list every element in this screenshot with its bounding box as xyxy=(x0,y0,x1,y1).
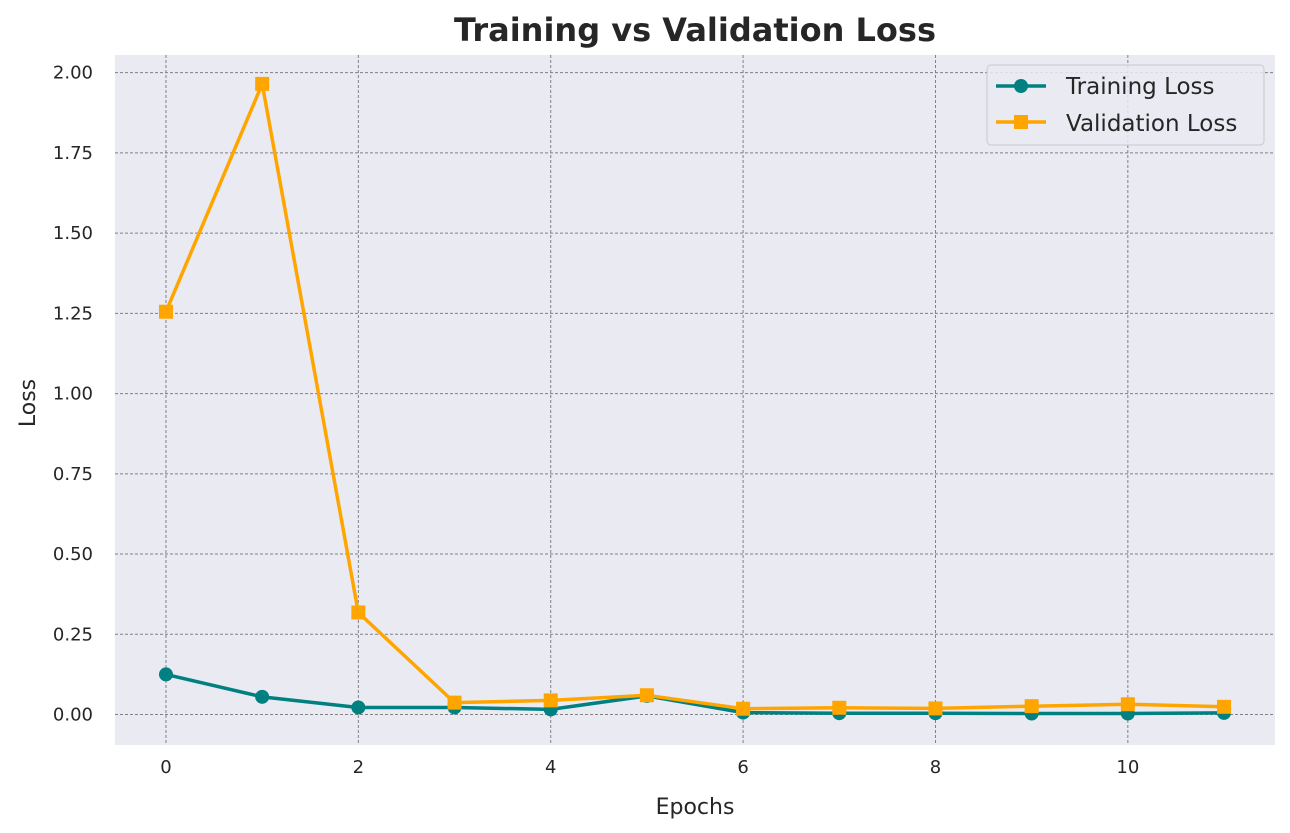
x-tick-label: 2 xyxy=(353,757,364,778)
y-tick-label: 0.75 xyxy=(53,464,93,485)
y-tick-label: 0.25 xyxy=(53,624,93,645)
data-series xyxy=(158,76,1232,721)
data-point-validation xyxy=(1024,699,1039,714)
legend-label-validation: Validation Loss xyxy=(1066,111,1237,137)
tick-labels: 0 2 4 6 8 10 0.00 0.25 0.50 0.75 1.00 1.25 1.50 1.75 2… xyxy=(53,63,1139,778)
series-line-1 xyxy=(164,82,1225,711)
legend-box xyxy=(986,64,1265,146)
y-tick-label: 0.00 xyxy=(53,705,93,726)
x-tick-label: 10 xyxy=(1116,757,1139,778)
data-point-validation xyxy=(447,695,462,710)
y-tick-label: 1.75 xyxy=(53,143,93,164)
x-tick-label: 8 xyxy=(930,757,941,778)
x-tick-label: 4 xyxy=(545,757,556,778)
y-tick-label: 1.00 xyxy=(53,384,93,405)
data-point-training xyxy=(255,689,270,704)
y-tick-label: 2.00 xyxy=(53,63,93,84)
x-tick-label: 0 xyxy=(160,757,171,778)
plot-area xyxy=(115,55,1275,745)
legend: Training Loss Validation Loss xyxy=(986,64,1265,146)
data-point-validation xyxy=(1120,697,1135,712)
data-point-training xyxy=(351,700,366,715)
data-point-validation xyxy=(639,688,654,703)
data-point-validation xyxy=(158,304,173,319)
data-point-validation xyxy=(255,76,270,91)
legend-marker-validation xyxy=(1014,115,1028,129)
legend-label-training: Training Loss xyxy=(1065,74,1215,100)
data-point-validation xyxy=(1217,699,1232,714)
legend-marker-training xyxy=(1014,79,1028,93)
y-tick-label: 0.50 xyxy=(53,544,93,565)
x-tick-label: 6 xyxy=(737,757,748,778)
data-point-validation xyxy=(543,693,558,708)
grid-lines xyxy=(115,55,1275,745)
data-point-validation xyxy=(832,700,847,715)
data-point-training xyxy=(158,667,173,682)
data-point-validation xyxy=(736,701,751,716)
y-axis-label: Loss xyxy=(16,379,41,427)
y-tick-label: 1.50 xyxy=(53,223,93,244)
y-tick-label: 1.25 xyxy=(53,303,93,324)
chart-title: Training vs Validation Loss xyxy=(454,11,936,49)
series-line-0 xyxy=(165,672,1225,716)
data-point-validation xyxy=(351,605,366,620)
data-point-validation xyxy=(928,701,943,716)
x-axis-label: Epochs xyxy=(656,795,735,820)
